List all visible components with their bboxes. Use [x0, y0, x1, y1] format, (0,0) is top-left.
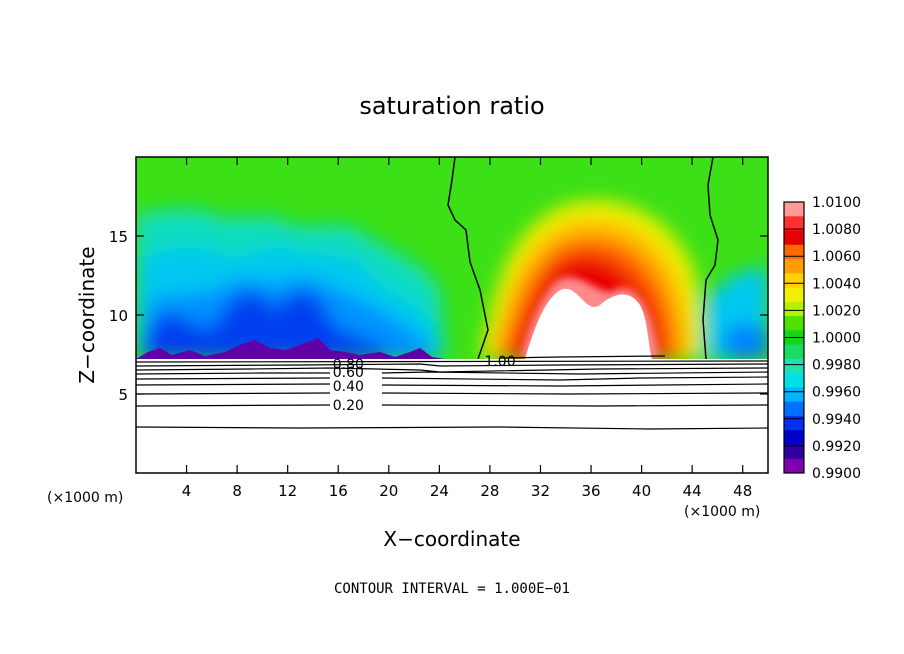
- colorbar-label-8: 0.9940: [812, 412, 861, 428]
- contour-label-1: 0.60: [333, 365, 364, 381]
- colorbar: [783, 201, 805, 474]
- saturation-field: [136, 157, 768, 359]
- colorbar-swatch-16: [784, 430, 804, 445]
- colorbar-swatch-1: [784, 216, 804, 232]
- y-tick-label-2: 15: [109, 228, 128, 246]
- colorbar-label-0: 1.0100: [812, 195, 861, 211]
- colorbar-swatch-14: [784, 401, 804, 417]
- chart-title: saturation ratio: [359, 92, 544, 120]
- y-axis: 5 10 15: [109, 228, 768, 404]
- contour-label-4: 1.00: [484, 354, 515, 370]
- colorbar-swatch-15: [784, 415, 804, 431]
- colorbar-label-2: 1.0060: [812, 249, 861, 265]
- colorbar-swatch-2: [784, 230, 804, 246]
- x-axis-label: X−coordinate: [383, 527, 520, 551]
- x-tick-label-9: 40: [632, 482, 651, 500]
- colorbar-swatch-10: [784, 344, 804, 360]
- x-tick-label-1: 8: [232, 482, 242, 500]
- colorbar-swatch-8: [784, 316, 804, 331]
- x-tick-label-6: 28: [480, 482, 499, 500]
- x-axis: 4 8 12 16 20 24 28 32 36 40 44 48: [182, 157, 752, 500]
- contour-label-3: 0.20: [333, 398, 364, 414]
- x-unit-right: (×1000 m): [684, 504, 760, 520]
- x-tick-label-4: 20: [379, 482, 398, 500]
- x-tick-label-0: 4: [182, 482, 192, 500]
- colorbar-swatch-11: [784, 358, 804, 374]
- colorbar-label-5: 1.0000: [812, 331, 861, 347]
- x-tick-label-11: 48: [733, 482, 752, 500]
- colorbar-swatch-4: [784, 259, 804, 274]
- colorbar-label-10: 0.9900: [812, 466, 861, 482]
- x-tick-label-8: 36: [581, 482, 600, 500]
- x-tick-label-3: 16: [329, 482, 348, 500]
- colorbar-label-6: 0.9980: [812, 358, 861, 374]
- colorbar-swatch-6: [784, 287, 804, 303]
- colorbar-swatch-7: [784, 301, 804, 317]
- colorbar-swatch-18: [784, 458, 804, 474]
- contour-line-right: [702, 157, 719, 359]
- colorbar-label-7: 0.9960: [812, 385, 861, 401]
- colorbar-swatch-17: [784, 444, 804, 460]
- colorbar-swatch-3: [784, 244, 804, 260]
- y-tick-label-1: 10: [109, 307, 128, 325]
- colorbar-label-3: 1.0040: [812, 276, 861, 292]
- colorbar-swatch-12: [784, 373, 804, 388]
- colorbar-swatch-13: [784, 387, 804, 403]
- contour-label-0: 0.80: [333, 357, 364, 373]
- x-tick-label-2: 12: [278, 482, 297, 500]
- x-unit-left: (×1000 m): [47, 490, 123, 506]
- colorbar-swatch-5: [784, 273, 804, 289]
- contour-line-left: [447, 157, 489, 359]
- colorbar-label-1: 1.0080: [812, 222, 861, 238]
- contour-label-2: 0.40: [333, 379, 364, 395]
- contour-interval-footer: CONTOUR INTERVAL = 1.000E−01: [334, 581, 570, 597]
- contour-lines: [135, 355, 769, 430]
- contour-labels: 0.800.600.40 0.20 1.00: [333, 354, 516, 414]
- x-tick-label-10: 44: [683, 482, 702, 500]
- x-tick-label-7: 32: [531, 482, 550, 500]
- colorbar-label-4: 1.0020: [812, 303, 861, 319]
- colorbar-label-9: 0.9920: [812, 439, 861, 455]
- y-axis-label: Z−coordinate: [75, 246, 99, 383]
- colorbar-labels: 1.0100 1.0080 1.0060 1.0040 1.0020 1.0000 0.99…: [812, 195, 861, 482]
- x-tick-label-5: 24: [430, 482, 449, 500]
- y-tick-label-0: 5: [118, 386, 128, 404]
- colorbar-swatch-0: [784, 202, 804, 217]
